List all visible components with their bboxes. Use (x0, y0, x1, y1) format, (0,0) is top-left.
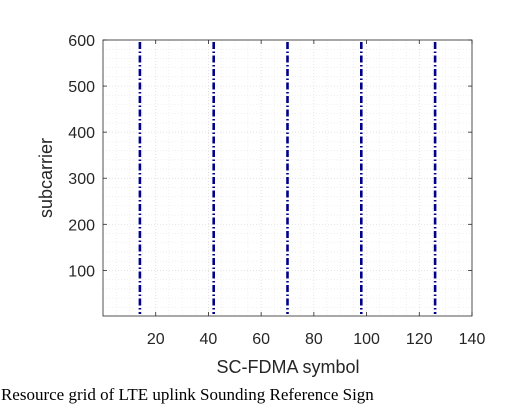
y-tick-label: 400 (68, 125, 95, 142)
data-marks (138, 42, 437, 314)
caption-text: : Resource grid of LTE uplink Sounding R… (0, 385, 374, 404)
y-tick-label: 100 (68, 263, 95, 280)
x-tick-label: 60 (252, 331, 270, 348)
x-tick-label: 40 (200, 331, 218, 348)
y-tick-label: 300 (68, 171, 95, 188)
x-tick-label: 20 (147, 331, 165, 348)
axis-ticks: 20 40 60 80 100 120 140 100 200 300 400 500 600 (68, 33, 485, 348)
y-tick-label: 200 (68, 217, 95, 234)
figure-caption: : Resource grid of LTE uplink Sounding R… (0, 385, 512, 405)
x-tick-label: 80 (305, 331, 323, 348)
x-tick-label: 100 (353, 331, 380, 348)
y-tick-label: 500 (68, 79, 95, 96)
y-tick-label: 600 (68, 33, 95, 50)
x-tick-label: 120 (406, 331, 433, 348)
y-axis-label: subcarrier (36, 138, 56, 218)
x-axis-label: SC-FDMA symbol (216, 357, 359, 377)
x-tick-label: 140 (459, 331, 486, 348)
chart: 20 40 60 80 100 120 140 100 200 300 400 500 600 SC-F… (36, 33, 485, 377)
